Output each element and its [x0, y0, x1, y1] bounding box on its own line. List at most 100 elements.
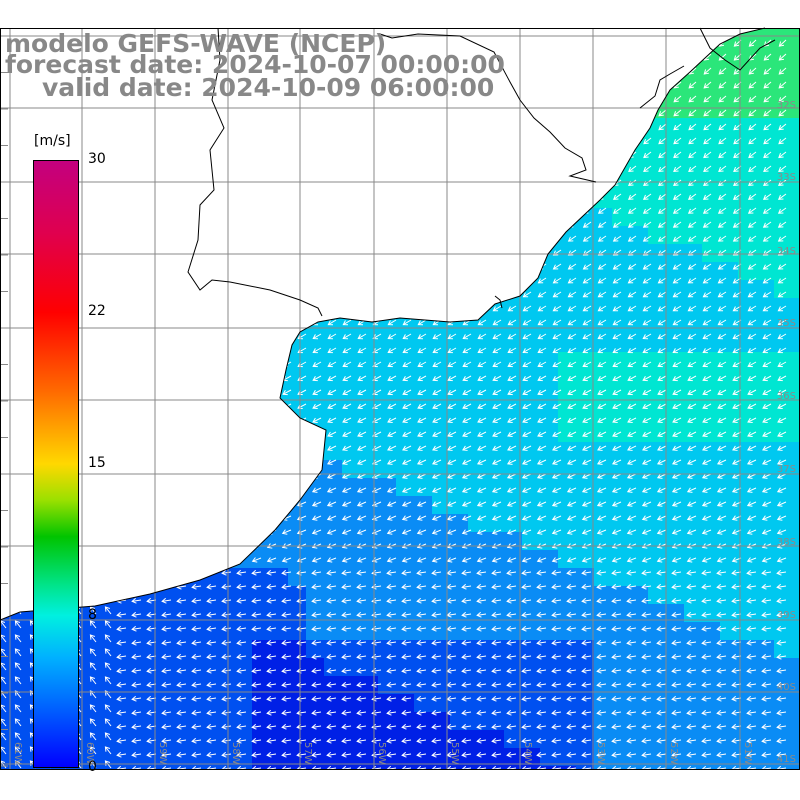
field-cell	[252, 730, 271, 749]
field-cell	[648, 424, 667, 443]
field-cell	[540, 604, 559, 623]
field-cell	[396, 442, 415, 461]
wind-arrow	[718, 123, 727, 131]
field-cell	[324, 694, 343, 713]
field-cell	[288, 748, 307, 767]
field-cell	[702, 766, 721, 770]
wind-arrow	[642, 221, 652, 228]
field-cell	[90, 676, 109, 695]
field-cell	[414, 748, 433, 767]
field-cell	[180, 622, 199, 641]
field-cell	[684, 370, 703, 389]
field-cell	[648, 478, 667, 497]
field-cell	[648, 298, 667, 317]
field-cell	[414, 730, 433, 749]
field-cell	[558, 352, 577, 371]
field-cell	[792, 550, 800, 569]
field-cell	[378, 640, 397, 659]
field-cell	[450, 496, 469, 515]
wind-arrow	[672, 193, 682, 200]
field-cell	[738, 748, 757, 767]
field-cell	[558, 658, 577, 677]
field-cell	[396, 550, 415, 569]
field-cell	[378, 712, 397, 731]
wind-arrow	[747, 207, 757, 214]
field-cell	[666, 154, 685, 173]
field-cell	[702, 640, 721, 659]
field-cell	[684, 568, 703, 587]
field-cell	[396, 496, 415, 515]
field-cell	[504, 496, 523, 515]
field-cell	[558, 604, 577, 623]
field-cell	[558, 694, 577, 713]
field-cell	[738, 298, 757, 317]
field-cell	[648, 712, 667, 731]
field-cell	[486, 640, 505, 659]
field-cell	[468, 622, 487, 641]
field-cell	[234, 604, 253, 623]
field-cell	[414, 388, 433, 407]
field-cell	[234, 658, 253, 677]
field-cell	[630, 766, 649, 770]
field-cell	[612, 442, 631, 461]
field-cell	[144, 694, 163, 713]
field-cell	[792, 406, 800, 425]
field-cell	[774, 226, 793, 245]
field-cell	[774, 442, 793, 461]
field-cell	[540, 514, 559, 533]
field-cell	[666, 316, 685, 335]
field-cell	[522, 730, 541, 749]
field-cell	[216, 766, 235, 770]
field-cell	[756, 406, 775, 425]
field-cell	[774, 568, 793, 587]
field-cell	[504, 640, 523, 659]
field-cell	[144, 658, 163, 677]
field-cell	[702, 604, 721, 623]
wind-arrow	[778, 39, 787, 47]
wind-arrow	[673, 165, 682, 173]
field-cell	[774, 694, 793, 713]
field-cell	[720, 100, 739, 119]
wind-arrow	[702, 235, 712, 242]
field-cell	[270, 730, 289, 749]
field-cell	[774, 244, 793, 263]
field-cell	[342, 658, 361, 677]
field-cell	[414, 640, 433, 659]
field-cell	[720, 766, 739, 770]
field-cell	[792, 496, 800, 515]
wind-arrow	[643, 151, 652, 159]
longitude-label: 58W	[230, 742, 241, 765]
field-cell	[162, 676, 181, 695]
field-cell	[648, 730, 667, 749]
field-cell	[720, 730, 739, 749]
field-cell	[792, 28, 800, 47]
field-cell	[774, 118, 793, 137]
field-cell	[432, 676, 451, 695]
longitude-label: 54W	[522, 742, 533, 765]
field-cell	[0, 658, 19, 677]
field-cell	[720, 298, 739, 317]
field-cell	[504, 604, 523, 623]
field-cell	[666, 244, 685, 263]
field-cell	[252, 622, 271, 641]
field-cell	[432, 730, 451, 749]
wind-arrow	[748, 137, 757, 145]
field-cell	[198, 586, 217, 605]
field-cell	[468, 496, 487, 515]
wind-arrow	[778, 137, 787, 145]
field-cell	[612, 262, 631, 281]
field-cell	[432, 640, 451, 659]
wind-arrow	[673, 95, 682, 103]
field-cell	[468, 766, 487, 770]
wind-arrow	[777, 193, 787, 200]
wind-arrow	[702, 207, 712, 214]
field-cell	[720, 226, 739, 245]
field-cell	[396, 766, 415, 770]
wind-arrow	[687, 235, 697, 242]
field-cell	[720, 280, 739, 299]
field-cell	[414, 442, 433, 461]
field-cell	[684, 496, 703, 515]
field-cell	[468, 568, 487, 587]
field-cell	[756, 352, 775, 371]
field-cell	[486, 496, 505, 515]
